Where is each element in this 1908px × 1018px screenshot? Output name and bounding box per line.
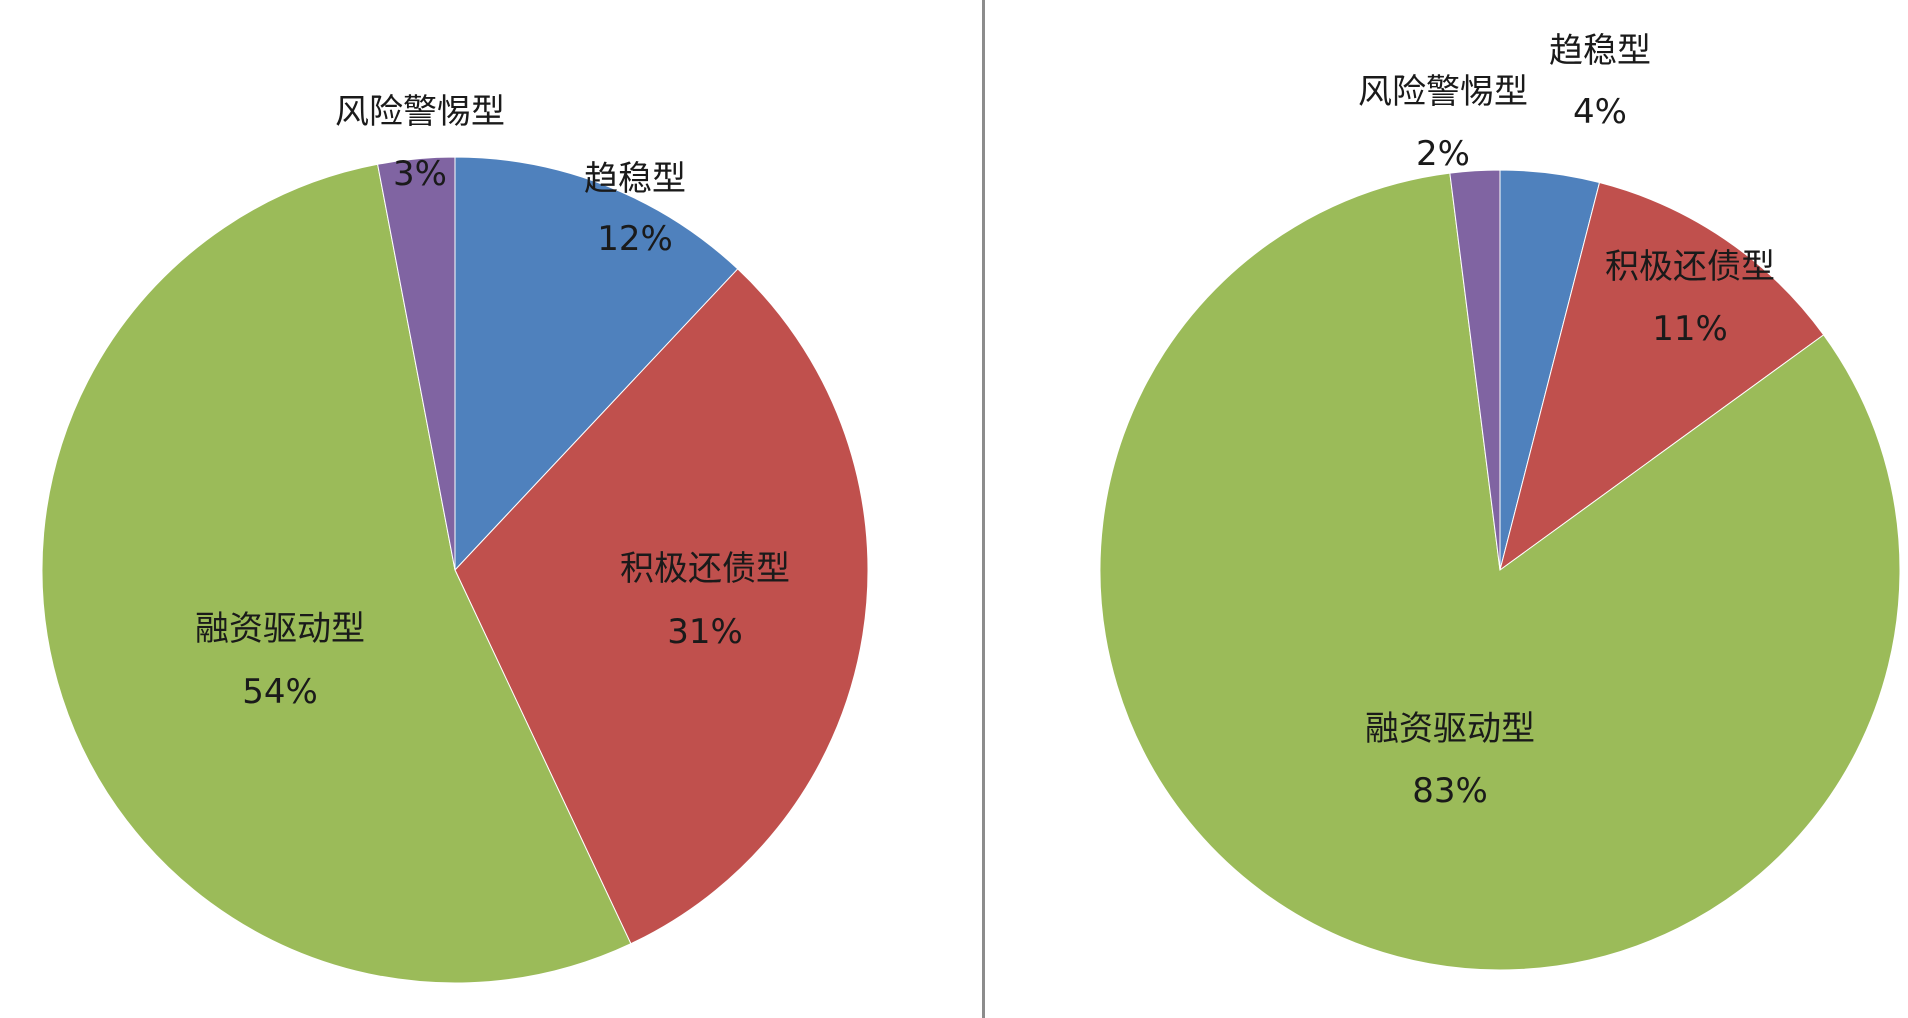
slice-label-risk-alert: 风险警惕型	[335, 92, 505, 132]
slice-percent-active-repay: 31%	[667, 612, 743, 652]
slice-label-risk-alert: 风险警惕型	[1358, 72, 1528, 112]
pie-slice-risk-alert	[1449, 169, 1501, 571]
slice-percent-risk-alert: 2%	[1416, 134, 1470, 174]
slice-percent-active-repay: 11%	[1652, 309, 1728, 349]
pie-slice-active-repay	[454, 268, 869, 945]
pie-slice-active-repay	[1499, 181, 1825, 572]
slice-percent-financing-driven: 83%	[1412, 771, 1488, 811]
slice-percent-stable: 4%	[1573, 92, 1627, 132]
pie-slice-financing-driven	[1099, 172, 1901, 971]
pie-slice-risk-alert	[377, 156, 456, 571]
slice-percent-stable: 12%	[597, 219, 673, 259]
slice-label-financing-driven: 融资驱动型	[1365, 709, 1535, 749]
pie-slice-stable	[454, 156, 739, 572]
pie-slice-financing-driven	[41, 163, 632, 984]
slice-label-financing-driven: 融资驱动型	[195, 609, 365, 649]
chart-divider	[982, 0, 985, 1018]
slice-label-active-repay: 积极还债型	[620, 549, 790, 589]
slice-percent-risk-alert: 3%	[393, 154, 447, 194]
slice-percent-financing-driven: 54%	[242, 672, 318, 712]
slice-label-stable: 趋稳型	[584, 159, 686, 199]
slice-label-active-repay: 积极还债型	[1605, 247, 1775, 287]
pie-chart-right: 趋稳型 4% 积极还债型 11% 融资驱动型 83% 风险警惕型 2%	[1099, 31, 1901, 971]
pie-chart-left: 趋稳型 12% 积极还债型 31% 融资驱动型 54% 风险警惕型 3%	[41, 92, 869, 984]
slice-label-stable: 趋稳型	[1549, 31, 1651, 71]
